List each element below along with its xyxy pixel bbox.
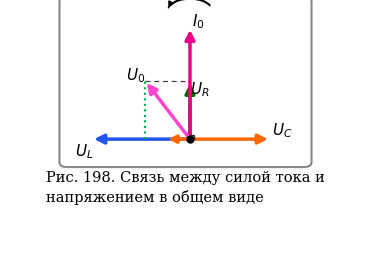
Text: Рис. 198. Связь между силой тока и
напряжением в общем виде: Рис. 198. Связь между силой тока и напря… [46,172,325,205]
Text: $U_L$: $U_L$ [75,142,94,161]
Text: $U_0$: $U_0$ [126,66,145,85]
Text: $U_C$: $U_C$ [272,122,292,140]
Text: $U_R$: $U_R$ [190,80,210,99]
Text: $I_0$: $I_0$ [192,12,204,31]
FancyBboxPatch shape [59,0,312,167]
